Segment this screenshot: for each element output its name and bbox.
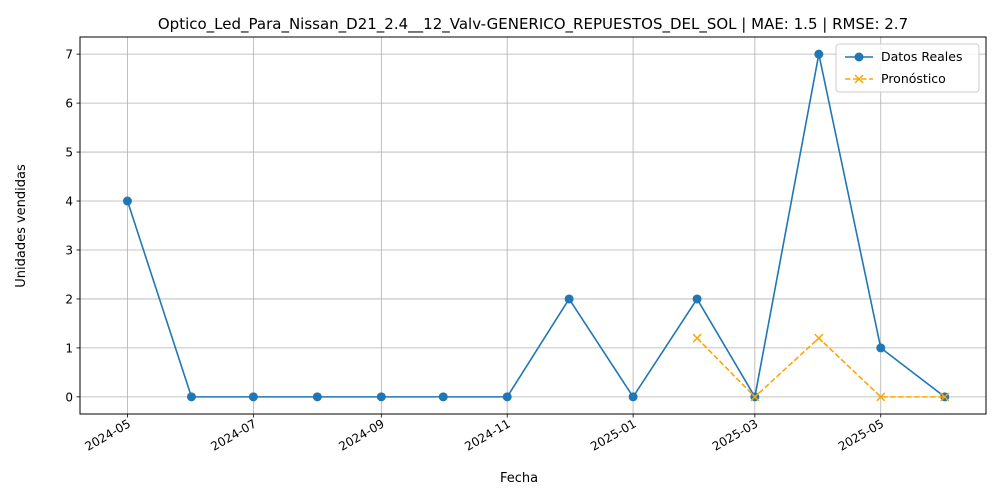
- data-point-datos-reales: [692, 294, 702, 304]
- series-layer: [122, 49, 950, 402]
- data-point-pronostico: [814, 333, 824, 343]
- data-point-datos-reales: [122, 196, 132, 206]
- data-point-datos-reales: [248, 392, 258, 402]
- y-tick-label: 5: [65, 146, 73, 160]
- legend-label-pronostico: Pronóstico: [881, 71, 946, 86]
- series-line-datos-reales: [126, 53, 946, 398]
- x-axis-label: Fecha: [500, 471, 538, 486]
- y-tick-label: 6: [65, 97, 73, 111]
- data-point-datos-reales: [376, 392, 386, 402]
- plot-frame: [79, 36, 987, 415]
- data-point-datos-reales: [186, 392, 196, 402]
- data-point-pronostico: [750, 392, 760, 402]
- legend-box: [835, 43, 980, 93]
- data-point-pronostico: [692, 333, 702, 343]
- data-point-datos-reales: [564, 294, 574, 304]
- data-point-datos-reales: [438, 392, 448, 402]
- y-tick-label: 4: [65, 195, 73, 209]
- y-tick-label: 7: [65, 48, 73, 62]
- y-axis-label: Unidades vendidas: [14, 164, 29, 288]
- data-point-datos-reales: [502, 392, 512, 402]
- chart-title: Optico_Led_Para_Nissan_D21_2.4__12_Valv-…: [158, 15, 908, 34]
- data-point-pronostico: [876, 392, 886, 402]
- data-point-pronostico: [940, 392, 950, 402]
- data-point-datos-reales: [876, 343, 886, 353]
- grid: [80, 37, 986, 414]
- data-point-datos-reales: [628, 392, 638, 402]
- legend-label-datos-reales: Datos Reales: [881, 49, 962, 64]
- legend-marker-datos-reales: [854, 52, 864, 62]
- legend-marker-pronostico: [854, 74, 864, 84]
- y-tick-label: 1: [65, 341, 73, 355]
- y-tick-label: 2: [65, 292, 73, 306]
- y-tick-label: 3: [65, 243, 73, 257]
- data-point-datos-reales: [814, 49, 824, 59]
- data-point-datos-reales: [312, 392, 322, 402]
- legend: Datos Reales Pronóstico: [835, 43, 980, 93]
- y-tick-label: 0: [65, 390, 73, 404]
